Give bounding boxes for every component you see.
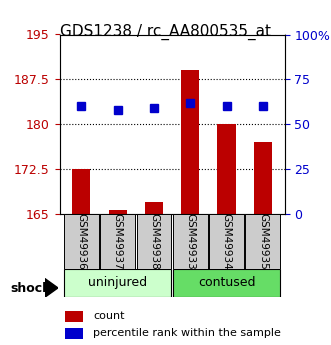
FancyBboxPatch shape: [209, 214, 244, 269]
Bar: [65, 328, 83, 339]
Text: GSM49937: GSM49937: [113, 213, 123, 270]
Text: GSM49934: GSM49934: [221, 213, 232, 270]
Text: uninjured: uninjured: [88, 276, 147, 289]
Text: GSM49935: GSM49935: [258, 213, 268, 270]
FancyBboxPatch shape: [137, 214, 171, 269]
Text: contused: contused: [198, 276, 255, 289]
Bar: [145, 202, 163, 214]
Text: GDS1238 / rc_AA800535_at: GDS1238 / rc_AA800535_at: [60, 24, 271, 40]
FancyBboxPatch shape: [173, 269, 280, 297]
FancyBboxPatch shape: [100, 214, 135, 269]
Bar: [254, 142, 272, 214]
FancyBboxPatch shape: [64, 214, 99, 269]
Bar: [181, 70, 199, 214]
Polygon shape: [45, 278, 58, 297]
Text: count: count: [93, 311, 125, 321]
Text: GSM49933: GSM49933: [185, 213, 195, 270]
Text: shock: shock: [10, 282, 50, 295]
Bar: [217, 124, 236, 214]
FancyBboxPatch shape: [64, 269, 171, 297]
Text: percentile rank within the sample: percentile rank within the sample: [93, 328, 281, 338]
Bar: [72, 169, 90, 214]
Text: GSM49938: GSM49938: [149, 213, 159, 270]
Text: GSM49936: GSM49936: [76, 213, 86, 270]
Bar: [65, 310, 83, 322]
FancyBboxPatch shape: [246, 214, 280, 269]
FancyBboxPatch shape: [173, 214, 208, 269]
Bar: [109, 210, 127, 214]
